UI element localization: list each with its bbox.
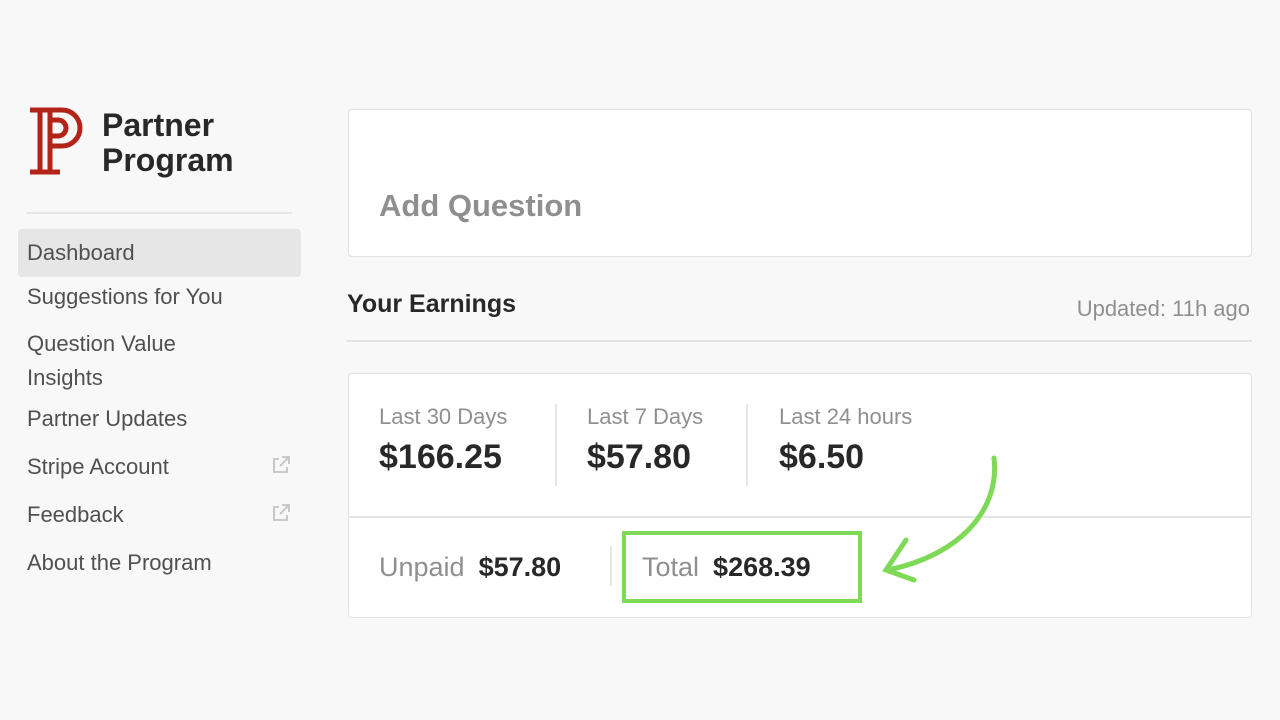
stat-value: $166.25: [379, 438, 502, 476]
stat-label: Last 24 hours: [779, 404, 913, 429]
unpaid-amount: Unpaid $57.80: [379, 552, 561, 583]
sidebar-item-stripe-account[interactable]: Stripe Account: [18, 443, 301, 491]
bottom-divider: [610, 546, 612, 586]
sidebar-item-label: Feedback: [27, 502, 124, 527]
stat-value: $57.80: [587, 438, 691, 476]
earnings-card: Last 30 Days $166.25 Last 7 Days $57.80 …: [348, 373, 1252, 618]
sidebar-divider: [27, 212, 292, 214]
earnings-divider: [347, 340, 1252, 342]
partner-program-logo-icon: [30, 107, 83, 175]
sidebar-item-partner-updates[interactable]: Partner Updates: [27, 406, 188, 431]
sidebar-item-question-value-insights[interactable]: Question Value Insights: [27, 331, 176, 390]
sidebar-item-about[interactable]: About the Program: [27, 550, 212, 575]
stat-last-7-days: Last 7 Days $57.80: [587, 404, 703, 477]
sidebar-item-suggestions[interactable]: Suggestions for You: [27, 284, 223, 309]
stat-last-30-days: Last 30 Days $166.25: [379, 404, 507, 477]
total-label: Total: [642, 552, 700, 582]
total-amount: Total $268.39: [642, 552, 811, 583]
stat-label: Last 30 Days: [379, 404, 508, 429]
sidebar-nav: Dashboard Suggestions for You Question V…: [18, 229, 301, 587]
updated-timestamp: Updated: 11h ago: [1076, 296, 1250, 321]
stat-last-24-hours: Last 24 hours $6.50: [779, 404, 912, 477]
sidebar-item-label: Stripe Account: [27, 454, 169, 479]
brand-name: Partner Program: [102, 107, 234, 178]
external-link-icon: [273, 456, 290, 473]
total-value: $268.39: [713, 552, 811, 582]
curved-arrow-icon: [882, 455, 998, 583]
logo[interactable]: Partner Program: [28, 106, 234, 178]
earnings-title: Your Earnings: [347, 290, 517, 318]
earnings-row-divider: [349, 516, 1251, 518]
sidebar-item-feedback[interactable]: Feedback: [18, 491, 301, 539]
stat-divider: [555, 404, 557, 486]
add-question-label: Add Question: [379, 188, 583, 223]
add-question-button[interactable]: Add Question: [348, 109, 1252, 257]
unpaid-label: Unpaid: [379, 552, 465, 582]
unpaid-value: $57.80: [478, 552, 562, 582]
sidebar-item-dashboard[interactable]: Dashboard: [18, 229, 301, 277]
stat-label: Last 7 Days: [587, 404, 704, 429]
stat-value: $6.50: [779, 438, 865, 476]
stat-divider: [746, 404, 748, 486]
external-link-icon: [273, 504, 290, 521]
total-highlight-box: [622, 531, 862, 603]
